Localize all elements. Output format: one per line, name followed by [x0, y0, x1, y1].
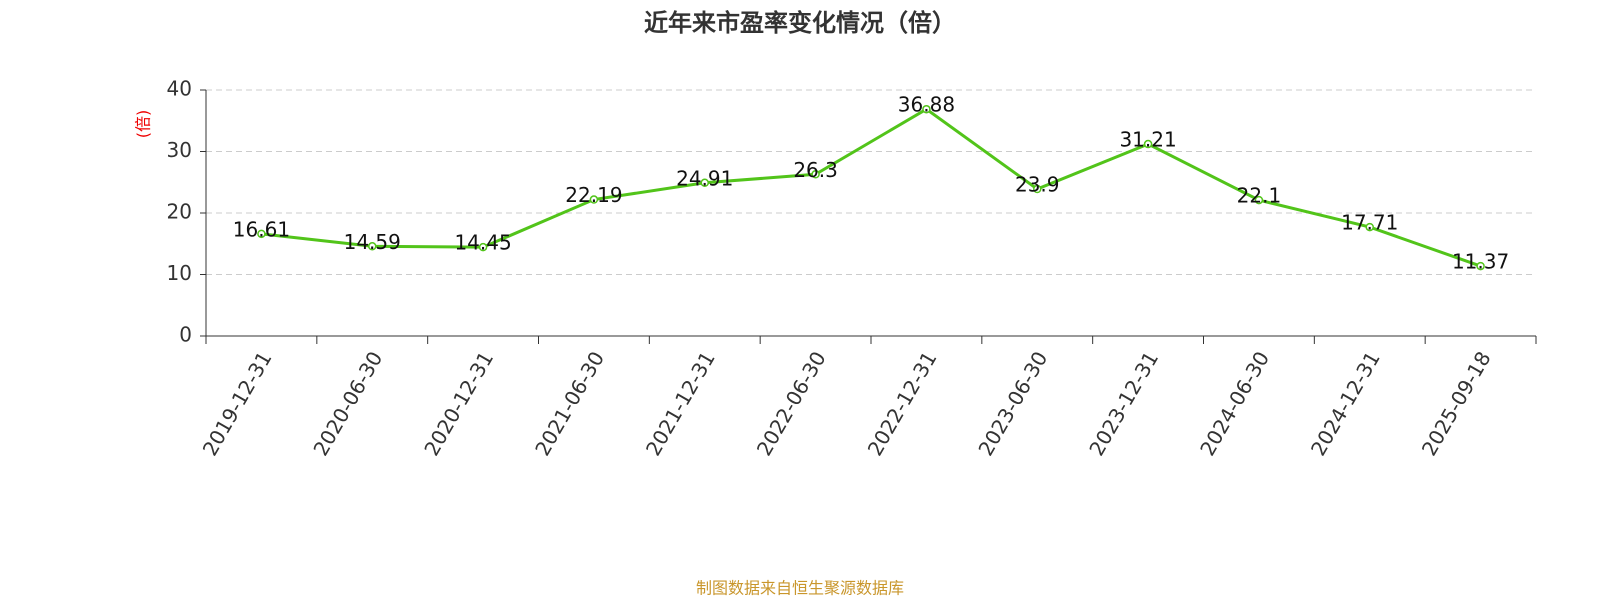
data-label: 31.21	[1119, 128, 1176, 152]
data-label: 22.1	[1237, 184, 1282, 208]
x-tick-label: 2024-12-31	[1306, 347, 1385, 460]
x-tick-label: 2022-06-30	[752, 347, 831, 460]
y-tick-label: 40	[167, 77, 192, 101]
source-note: 制图数据来自恒生聚源数据库	[696, 579, 904, 598]
y-tick-label: 20	[167, 200, 192, 224]
data-label: 16.61	[233, 217, 290, 241]
marker	[1476, 261, 1485, 271]
y-axis-label: (倍)	[134, 110, 153, 139]
data-label: 17.71	[1341, 211, 1398, 235]
data-label: 23.9	[1015, 173, 1060, 197]
y-tick-label: 30	[167, 138, 192, 162]
x-tick-label: 2022-12-31	[863, 347, 942, 460]
line	[261, 107, 1482, 268]
x-tick-label: 2024-06-30	[1195, 347, 1274, 460]
marker	[257, 229, 266, 239]
y-tick-label: 0	[179, 323, 192, 347]
x-tick-label: 2020-12-31	[419, 347, 498, 460]
x-tick-label: 2025-09-18	[1417, 347, 1496, 460]
marker	[811, 170, 820, 179]
data-label: 24.91	[676, 166, 733, 190]
marker	[1254, 195, 1264, 205]
data-label: 26.3	[793, 158, 838, 182]
data-label: 36.88	[898, 93, 955, 117]
marker	[368, 242, 377, 251]
marker	[922, 104, 931, 114]
marker	[700, 178, 709, 188]
marker	[478, 242, 488, 252]
data-label: 14.59	[344, 230, 401, 254]
data-label: 14.45	[454, 231, 511, 255]
marker	[1143, 139, 1153, 149]
marker	[1033, 184, 1042, 194]
marker	[589, 195, 599, 204]
data-label: 22.19	[565, 183, 622, 207]
x-tick-label: 2020-06-30	[308, 347, 387, 460]
data-label: 11.37	[1452, 250, 1509, 274]
marker	[1365, 222, 1374, 232]
x-tick-label: 2021-12-31	[641, 347, 720, 460]
x-tick-label: 2023-06-30	[973, 347, 1052, 460]
x-tick-label: 2019-12-31	[198, 347, 277, 460]
y-tick-label: 10	[167, 261, 192, 285]
chart-title: 近年来市盈率变化情况（倍）	[644, 9, 956, 37]
x-tick-label: 2023-12-31	[1084, 347, 1163, 460]
x-tick-label: 2021-06-30	[530, 347, 609, 460]
